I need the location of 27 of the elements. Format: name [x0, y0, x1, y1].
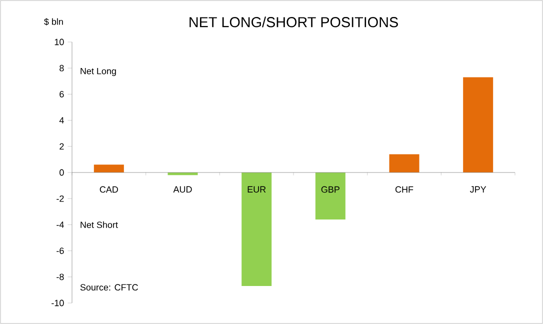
bar: [242, 172, 272, 286]
y-axis-title: $ bln: [44, 18, 63, 26]
y-tick-label: 10: [54, 38, 64, 46]
x-tick-label: EUR: [248, 186, 266, 193]
annotation: Source: CFTC: [80, 284, 138, 291]
annotation: Net Short: [80, 221, 118, 228]
y-tick-label: 4: [59, 117, 64, 124]
y-tick-label: 6: [60, 91, 64, 98]
bar: [463, 77, 494, 172]
x-tick-label: CHF: [395, 186, 414, 193]
y-tick-label: 0: [60, 169, 64, 176]
y-tick-label: -6: [56, 248, 64, 254]
bar: [389, 154, 420, 172]
y-tick-label: -4: [56, 222, 64, 228]
y-tick-label: 2: [60, 143, 64, 150]
annotation: Net Long: [80, 68, 116, 76]
chart-title: NET LONG/SHORT POSITIONS: [190, 16, 398, 28]
y-tick-label: -10: [52, 300, 64, 306]
y-tick-label: -2: [56, 195, 64, 202]
x-tick-label: GBP: [321, 186, 340, 193]
x-tick-label: AUD: [173, 186, 192, 193]
bar: [315, 172, 346, 220]
x-tick-label: JPY: [470, 186, 486, 193]
bar: [94, 164, 124, 172]
x-tick-label: CAD: [100, 186, 118, 193]
y-tick-label: -8: [56, 274, 64, 280]
y-tick-label: 8: [60, 64, 64, 72]
